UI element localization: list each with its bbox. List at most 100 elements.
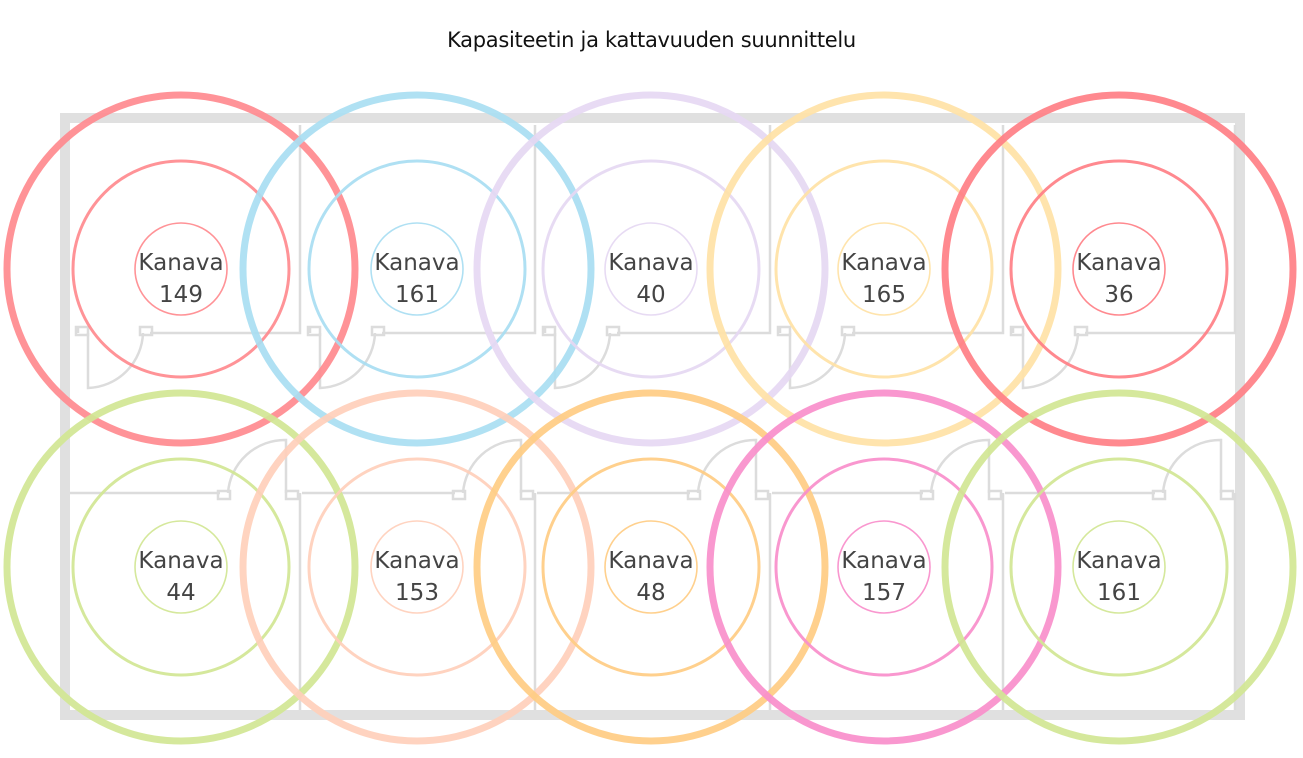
channel-number: 36 (1104, 282, 1133, 308)
channel-number: 161 (1097, 580, 1141, 606)
coverage-middle-ring (774, 159, 994, 379)
door-icon (929, 438, 991, 494)
door-jamb (919, 489, 935, 501)
channel-label: Kanava (841, 548, 926, 574)
room-wall (537, 491, 772, 710)
coverage-inner-ring (604, 520, 698, 614)
channel-label: Kanava (138, 548, 223, 574)
access-point-161 (941, 389, 1297, 745)
access-point-149 (3, 91, 359, 447)
door-jamb (519, 489, 535, 501)
door-icon (1021, 332, 1080, 390)
door-icon (86, 332, 145, 390)
coverage-inner-ring (134, 520, 228, 614)
channel-label: Kanava (841, 250, 926, 276)
room-wall (772, 491, 1005, 710)
coverage-inner-ring (1072, 520, 1166, 614)
door-jamb (686, 489, 702, 501)
coverage-inner-ring (604, 222, 698, 316)
door-jamb (138, 325, 154, 337)
outer-wall (60, 113, 1245, 720)
coverage-circles (3, 91, 1297, 745)
coverage-middle-ring (307, 457, 527, 677)
coverage-inner-ring (370, 222, 464, 316)
coverage-middle-ring (307, 159, 527, 379)
door-jamb (754, 489, 770, 501)
room-wall (1005, 491, 1237, 710)
door-jamb (1151, 489, 1167, 501)
door-icon (318, 332, 377, 390)
channel-number: 149 (159, 282, 203, 308)
door-jamb (1219, 489, 1235, 501)
walls (60, 113, 1245, 720)
door-jamb (74, 325, 90, 337)
room-wall (302, 491, 537, 710)
door-jamb (306, 325, 322, 337)
coverage-inner-ring (1072, 222, 1166, 316)
coverage-outer-ring (706, 91, 1062, 447)
coverage-outer-ring (473, 91, 829, 447)
channel-label: Kanava (608, 250, 693, 276)
coverage-middle-ring (71, 159, 291, 379)
channel-label: Kanava (138, 250, 223, 276)
door-jamb (987, 489, 1003, 501)
coverage-middle-ring (71, 457, 291, 677)
door-jamb (1009, 325, 1025, 337)
channel-number: 161 (395, 282, 439, 308)
door-icon (553, 332, 612, 390)
channel-number: 165 (862, 282, 906, 308)
channel-number: 153 (395, 580, 439, 606)
coverage-middle-ring (541, 457, 761, 677)
coverage-middle-ring (1009, 457, 1229, 677)
channel-label: Kanava (374, 250, 459, 276)
coverage-outer-ring (239, 389, 595, 745)
channel-number: 157 (862, 580, 906, 606)
coverage-middle-ring (1009, 159, 1229, 379)
room-wall (70, 491, 302, 710)
door-jamb (776, 325, 792, 337)
coverage-outer-ring (941, 389, 1297, 745)
door-icon (788, 332, 847, 390)
door-jamb (284, 489, 300, 501)
coverage-outer-ring (473, 389, 829, 745)
diagram-title: Kapasiteetin ja kattavuuden suunnittelu (447, 28, 856, 52)
coverage-middle-ring (774, 457, 994, 677)
door-icon (696, 438, 758, 494)
coverage-inner-ring (837, 222, 931, 316)
door-jamb (216, 489, 232, 501)
door-icon (461, 438, 523, 494)
channel-number: 44 (166, 580, 195, 606)
coverage-inner-ring (134, 222, 228, 316)
door-icon (1161, 438, 1223, 494)
coverage-outer-ring (239, 91, 595, 447)
coverage-inner-ring (370, 520, 464, 614)
access-point-44 (3, 389, 359, 745)
coverage-middle-ring (541, 159, 761, 379)
door-jamb (370, 325, 386, 337)
door-icon (226, 438, 288, 494)
channel-label: Kanava (1076, 250, 1161, 276)
door-jamb (541, 325, 557, 337)
coverage-outer-ring (3, 389, 359, 745)
door-jamb (605, 325, 621, 337)
channel-label: Kanava (608, 548, 693, 574)
channel-number: 40 (636, 282, 665, 308)
access-point-161 (239, 91, 595, 447)
coverage-inner-ring (837, 520, 931, 614)
channel-label: Kanava (1076, 548, 1161, 574)
channel-number: 48 (636, 580, 665, 606)
access-point-157 (706, 389, 1062, 745)
access-point-165 (706, 91, 1062, 447)
door-jamb (451, 489, 467, 501)
channel-labels: Kanava 149 Kanava 161 Kanava 40 Kanava 165 Kanav… (138, 250, 1161, 606)
access-point-48 (473, 389, 829, 745)
door-jamb (1073, 325, 1089, 337)
access-point-36 (941, 91, 1297, 447)
channel-label: Kanava (374, 548, 459, 574)
coverage-outer-ring (3, 91, 359, 447)
coverage-outer-ring (706, 389, 1062, 745)
door-jamb (840, 325, 856, 337)
access-point-40 (473, 91, 829, 447)
access-point-153 (239, 389, 595, 745)
